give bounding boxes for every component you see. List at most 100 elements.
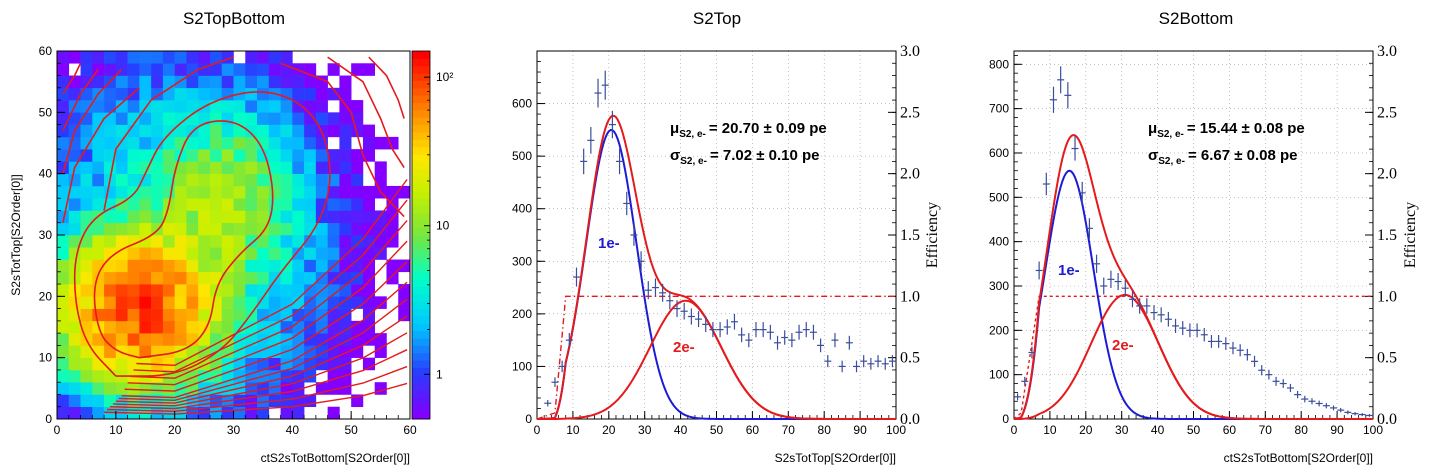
heatmap-cell [233,112,246,125]
heatmap-cell [57,124,70,138]
data-point [860,355,868,368]
heatmap-cell [198,406,211,420]
colorbar-band [412,131,430,140]
heatmap-cell [92,149,105,162]
heatmap-x-ticks: 0 10 20 30 40 50 60 [54,411,417,437]
heatmap-cell [292,112,305,125]
heatmap-cell [362,124,375,138]
heatmap-cell [57,75,70,89]
right-tick-label: 1.5 [900,227,920,244]
heatmap-cell [174,235,187,248]
heatmap-cell [304,161,317,174]
heatmap-cell [339,75,352,89]
heatmap-cell [186,51,199,64]
heatmap-cell [139,136,152,150]
colorbar-band [412,308,430,317]
heatmap-cell [292,369,305,383]
heatmap-cell [221,149,234,162]
s2top-mu-annotation: μS2, e- = 20.70 ± 0.09 pe [670,120,827,140]
heatmap-cell [115,320,128,334]
heatmap-cell [292,382,305,395]
heatmap-cell [162,63,175,76]
heatmap-cell [151,333,164,346]
contour-arc [136,179,408,367]
heatmap-cell [245,284,258,297]
heatmap-cell [57,100,70,113]
heatmap-cell [115,51,128,64]
heatmap-cell [268,75,281,89]
heatmap-cell [209,198,223,211]
contour-arc [130,220,408,379]
colorbar-band [412,271,430,280]
heatmap-cell [292,296,305,309]
colorbar-band [412,212,430,221]
heatmap-cell [151,124,164,138]
heatmap-cell [233,284,246,297]
heatmap-cell [280,406,293,420]
heatmap-cell [115,210,128,224]
right-tick-label: 2.5 [900,104,920,121]
heatmap-cell [80,247,93,260]
y-tick-label: 300 [989,279,1009,293]
data-point [1107,270,1115,288]
y-ticks-left: 0 100 200 300 400 500 600 700 800 [989,55,1022,426]
right-tick-label: 3.0 [1377,43,1397,60]
heatmap-cell [362,185,375,199]
heatmap-cell [127,357,140,371]
data-point [544,400,552,407]
efficiency-threshold-curve [1013,295,1373,420]
data-point [565,333,573,348]
heatmap-cell [68,149,81,162]
heatmap-cell [198,87,211,101]
data-point [1071,136,1079,161]
y-tick-label: 500 [989,190,1009,204]
colorbar-band [412,257,430,265]
heatmap-cell [104,284,117,297]
heatmap-cell [257,382,270,395]
heatmap-cell [304,100,317,113]
colorbar-band [412,323,430,332]
heatmap-cell [304,198,317,211]
heatmap-cell [68,185,81,199]
heatmap-cell [374,136,387,150]
heatmap-cell [233,222,246,236]
contour-arc [115,315,408,404]
data-point [637,251,645,272]
heatmap-cell [115,333,128,346]
heatmap-cell [268,124,281,138]
heatmap-cell [257,247,270,260]
heatmap-cell [245,100,258,113]
data-point [745,333,753,348]
data-point [651,278,659,297]
data-point [673,300,681,317]
heatmap-cell [104,345,117,358]
heatmap-cell [221,136,234,150]
heatmap-cell [68,406,81,420]
right-tick-label: 3.0 [900,43,920,60]
heatmap-cell [280,87,293,101]
s2bottom-2e-label: 2e- [1112,337,1134,354]
heatmap-cell [351,124,364,138]
heatmap-cell [162,308,175,322]
heatmap-cell [186,284,199,297]
heatmap-cell [304,112,317,125]
heatmap-cell [245,271,258,285]
heatmap-cell [127,333,140,346]
heatmap-cell [162,235,175,248]
heatmap-cell [257,394,270,408]
heatmap-cell [151,63,164,76]
heatmap-cell [245,87,258,101]
heatmap-cell [233,235,246,248]
heatmap-cell [115,124,128,138]
data-point [1315,400,1323,407]
y-tick-label: 30 [39,228,53,242]
s2top-1e-label: 1e- [598,235,620,252]
heatmap-cell [221,271,234,285]
heatmap-cell [104,357,117,371]
data-point [1179,321,1187,336]
heatmap-cell [57,136,70,150]
heatmap-cell [186,185,199,199]
heatmap-cell [68,382,81,395]
colorbar-band [412,227,430,236]
heatmap-cell [245,51,258,64]
